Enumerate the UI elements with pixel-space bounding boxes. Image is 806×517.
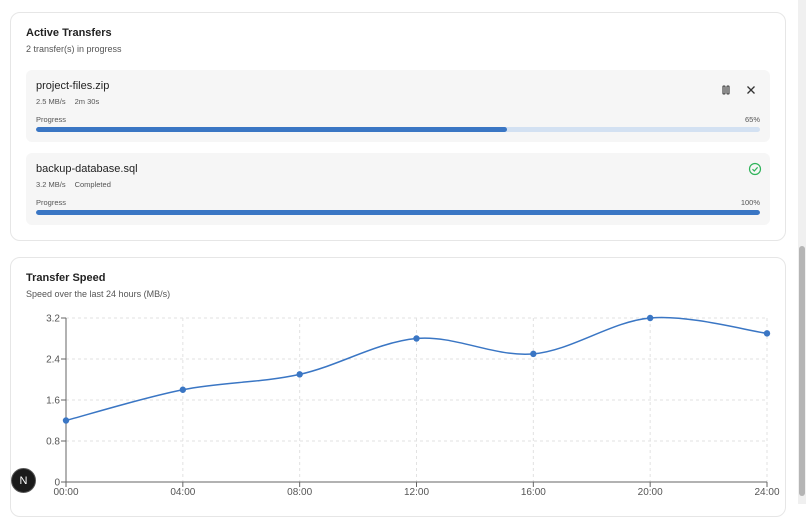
file-name: backup-database.sql — [36, 163, 138, 175]
data-point — [413, 335, 420, 342]
card-title: Active Transfers — [26, 27, 112, 39]
scroll-thumb[interactable] — [799, 246, 805, 496]
data-point — [62, 417, 70, 424]
data-point — [763, 330, 771, 337]
pause-button[interactable] — [720, 84, 732, 96]
transfer-item: backup-database.sql 3.2 MB/s Completed Pr… — [26, 153, 770, 225]
progress-fill — [36, 210, 760, 215]
progress-label: Progress — [36, 198, 67, 207]
progress-track — [36, 210, 760, 215]
speed: 3.2 MB/s — [36, 180, 66, 189]
scrollbar — [798, 0, 806, 504]
meta: 2.5 MB/s 2m 30s — [36, 97, 108, 106]
meta: 3.2 MB/s Completed — [36, 180, 120, 189]
progress-fill — [36, 127, 507, 132]
data-point — [179, 386, 187, 393]
chart: 0 0.8 1.6 2.4 3.2 00:00 04:00 08:00 12:00 16:00 20… — [46, 314, 780, 499]
status: 2m 30s — [74, 97, 100, 106]
data-point — [646, 314, 654, 322]
card-subtitle: 2 transfer(s) in progress — [26, 44, 122, 54]
y-tick-label: 3.2 — [46, 314, 60, 325]
chart-subtitle: Speed over the last 24 hours (MB/s) — [26, 289, 171, 299]
transfers-card: Active Transfers 2 transfer(s) in progre… — [10, 12, 786, 241]
file-name: project-files.zip — [36, 80, 110, 92]
x-tick-label: 24:00 — [754, 487, 779, 498]
progress-label: Progress — [36, 115, 67, 124]
x-tick-label: 12:00 — [404, 487, 429, 498]
data-point — [296, 371, 303, 378]
y-tick-label: 0 — [54, 478, 60, 489]
status: Completed — [74, 180, 111, 189]
x-tick-label: 00:00 — [53, 487, 78, 498]
progress-track — [36, 127, 760, 132]
speed: 2.5 MB/s — [36, 97, 66, 106]
transfer-item: project-files.zip 2.5 MB/s 2m 30s Progres… — [26, 70, 770, 142]
y-tick-label: 1.6 — [46, 396, 60, 407]
chart-card: Transfer Speed Speed over the last 24 ho… — [10, 257, 786, 517]
chart-title: Transfer Speed — [26, 272, 106, 284]
complete-icon — [748, 162, 762, 176]
progress-value: 65% — [744, 115, 760, 124]
page: Active Transfers 2 transfer(s) in progre… — [10, 0, 806, 517]
x-tick-label: 16:00 — [521, 487, 546, 498]
y-tick-label: 0.8 — [46, 437, 60, 448]
data-point — [530, 350, 537, 358]
progress-value: 100% — [740, 198, 760, 207]
x-tick-label: 04:00 — [170, 487, 195, 498]
y-tick-label: 2.4 — [46, 355, 60, 366]
cancel-button[interactable] — [745, 84, 757, 96]
dev-badge[interactable]: N — [11, 468, 36, 493]
x-tick-label: 08:00 — [287, 487, 312, 498]
x-tick-label: 20:00 — [638, 487, 663, 498]
